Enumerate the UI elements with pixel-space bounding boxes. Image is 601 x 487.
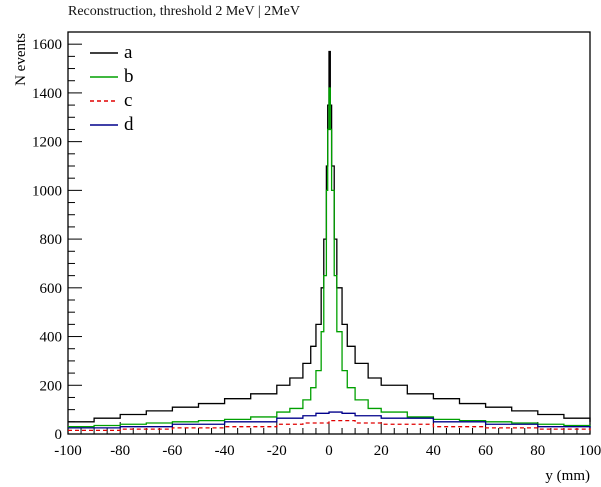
y-tick-label: 0 — [55, 427, 63, 443]
chart-title: Reconstruction, threshold 2 MeV | 2MeV — [68, 4, 300, 19]
x-tick-label: 20 — [374, 443, 389, 459]
legend-label-c: c — [124, 90, 132, 111]
x-axis-ticks: -100 -80 -60 -40 -20 0 20 40 60 80 100 — [54, 422, 601, 459]
x-tick-label: 80 — [530, 443, 545, 459]
x-tick-label: -20 — [267, 443, 287, 459]
legend-label-b: b — [124, 66, 134, 87]
series-d-line — [68, 411, 591, 429]
x-tick-label: -100 — [54, 443, 82, 459]
y-tick-label: 1200 — [32, 135, 62, 151]
x-tick-label: 60 — [478, 443, 493, 459]
y-tick-label: 800 — [40, 232, 63, 248]
x-tick-label: -40 — [215, 443, 235, 459]
series-b-line — [68, 87, 591, 428]
series-lines — [68, 50, 591, 431]
x-tick-label: 100 — [579, 443, 601, 459]
y-tick-label: 1600 — [32, 37, 62, 53]
y-tick-label: 200 — [40, 378, 63, 394]
legend-label-a: a — [124, 42, 133, 63]
x-axis-label: y (mm) — [545, 468, 590, 484]
series-a-line — [68, 50, 591, 423]
series-c-line — [68, 419, 591, 431]
x-tick-label: 0 — [325, 443, 333, 459]
y-tick-label: 400 — [40, 330, 63, 346]
y-tick-label: 600 — [40, 281, 63, 297]
y-tick-label: 1400 — [32, 86, 62, 102]
x-tick-label: -60 — [162, 443, 182, 459]
x-tick-label: -80 — [110, 443, 130, 459]
y-axis-ticks: 0 200 400 600 800 1000 1200 1400 1600 — [32, 37, 82, 443]
x-tick-label: 40 — [426, 443, 441, 459]
y-tick-label: 1000 — [32, 183, 62, 199]
y-axis-label: N events — [13, 33, 29, 86]
legend-label-d: d — [124, 114, 134, 135]
